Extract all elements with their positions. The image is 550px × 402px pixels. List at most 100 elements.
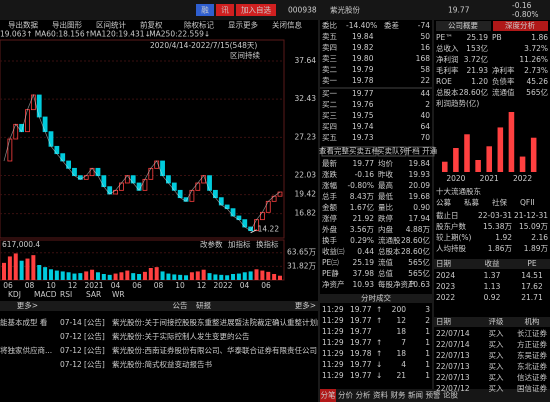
volume-bar bbox=[60, 271, 65, 280]
toolbar-item: 显示更多 bbox=[228, 20, 258, 30]
bottom-tab: 新闻 bbox=[408, 390, 423, 400]
trade-price: 19.77 bbox=[350, 371, 372, 380]
news-title: 紫光股份:关于间接控股股东重整进展暨法院裁定确认重整计划的公告 bbox=[112, 317, 340, 327]
stat-label: 金额 bbox=[322, 202, 337, 212]
more-link: 更多> bbox=[17, 300, 38, 310]
stat-value: 37.98 bbox=[353, 269, 375, 278]
book-price: 19.82 bbox=[352, 43, 374, 52]
y-tick-label: 19.42 bbox=[295, 190, 317, 199]
stat-label: 均价 bbox=[378, 158, 393, 168]
news-type: [公告] bbox=[84, 317, 105, 327]
book-button: 买卖队列 bbox=[377, 146, 407, 156]
trade-dir: ↑ bbox=[376, 316, 382, 325]
holder-value: 2.16 bbox=[531, 233, 548, 242]
profit-bar bbox=[530, 137, 537, 172]
profit-year: 2020 bbox=[446, 174, 465, 183]
table-cell: 买入 bbox=[489, 340, 504, 349]
summary-value: 25.19 bbox=[467, 33, 489, 42]
table-cell: 22/07/14 bbox=[436, 329, 470, 338]
candle bbox=[230, 208, 236, 217]
y-tick-label: 32.43 bbox=[295, 94, 317, 103]
x-tick-label: 12 bbox=[68, 281, 78, 290]
stat-label: 内盘 bbox=[378, 224, 393, 234]
volume-bar bbox=[66, 272, 71, 280]
low-marker bbox=[250, 229, 257, 234]
candle bbox=[166, 175, 171, 184]
volume-bar bbox=[107, 274, 112, 280]
bottom-tab: 分笔 bbox=[321, 390, 336, 400]
x-tick-label: 10 bbox=[46, 281, 56, 290]
trade-dir: ↑ bbox=[376, 305, 382, 314]
stat-value: 21.92 bbox=[353, 214, 375, 223]
bottom-tab: 分价 bbox=[338, 391, 353, 400]
volume-bar bbox=[184, 275, 189, 280]
range-button: 区间持续 bbox=[230, 50, 260, 60]
tab-bg[interactable] bbox=[493, 21, 548, 31]
profit-title: 利润趋势(亿) bbox=[436, 98, 479, 108]
volume-bar bbox=[54, 270, 59, 280]
stat-label: 净资产 bbox=[322, 279, 345, 289]
book-price: 19.76 bbox=[352, 100, 374, 109]
book-price: 19.79 bbox=[352, 65, 374, 74]
book-volume: 16 bbox=[420, 43, 430, 52]
ma-value: 19.063↑ bbox=[0, 30, 33, 39]
ma-value: MA120:19.431↓ bbox=[90, 30, 151, 39]
x-tick-label: 08 bbox=[154, 281, 164, 290]
book-level: 买三 bbox=[322, 111, 337, 120]
book-price: 19.78 bbox=[352, 76, 374, 85]
button-bg[interactable] bbox=[321, 146, 377, 157]
button-bg[interactable] bbox=[407, 146, 435, 157]
toolbar-item: 除权标记 bbox=[184, 20, 214, 30]
book-price: 19.75 bbox=[352, 111, 374, 120]
stat-value: 10.63 bbox=[409, 280, 431, 289]
trade-price: 19.77 bbox=[350, 327, 372, 336]
volume-bar bbox=[213, 274, 218, 280]
table-cell: 国信证券 bbox=[517, 383, 547, 393]
news-left: 能基本成型 看 bbox=[0, 317, 48, 327]
profit-year: 2021 bbox=[480, 174, 499, 183]
volume-bar bbox=[19, 260, 24, 280]
table-cell: 2022 bbox=[436, 293, 455, 302]
volume-bar bbox=[148, 268, 153, 280]
book-level: 卖四 bbox=[322, 43, 337, 52]
summary-label: 总股本 bbox=[436, 87, 459, 97]
table-header: 收益 bbox=[485, 258, 500, 268]
stat-value: 0.29% bbox=[350, 236, 374, 245]
volume-bar bbox=[278, 275, 282, 280]
stat-label: 外盘 bbox=[322, 224, 337, 234]
date-range: 2020/4/14-2022/7/15(548天) bbox=[150, 41, 257, 50]
candle bbox=[124, 175, 130, 184]
toolbar-item: 导出图形 bbox=[52, 20, 82, 30]
holder-value: 1.92 bbox=[495, 233, 512, 242]
stat-value: 19.84 bbox=[409, 159, 431, 168]
summary-value: 3.72亿 bbox=[464, 54, 489, 64]
summary-label: 毛利率 bbox=[436, 65, 459, 75]
volume-bar bbox=[7, 256, 12, 280]
book-price: 19.73 bbox=[352, 133, 374, 142]
volume-bar bbox=[142, 271, 147, 280]
button-bg bbox=[216, 4, 234, 16]
stat-label: 涨幅 bbox=[322, 180, 337, 190]
book-level: 卖五 bbox=[322, 32, 337, 41]
stat-value: 565亿 bbox=[408, 268, 430, 278]
candle bbox=[101, 175, 107, 188]
button-bg[interactable] bbox=[377, 146, 407, 157]
trade-volume: 200 bbox=[392, 305, 407, 314]
table-header bbox=[434, 259, 550, 269]
summary-change: 11.26% bbox=[519, 55, 548, 64]
x-tick-label: 06 bbox=[261, 281, 271, 290]
volume-bar bbox=[248, 271, 253, 280]
tab-bg[interactable] bbox=[436, 21, 491, 31]
stat-label: 昨收 bbox=[378, 169, 393, 179]
summary-value: 45.26 bbox=[527, 77, 549, 86]
trade-time: 11:29 bbox=[322, 349, 344, 358]
volume-button: 改参数 bbox=[200, 239, 223, 249]
stat-label: PE㈢ bbox=[322, 257, 339, 267]
book-volume: 64 bbox=[420, 122, 430, 131]
volume-bar bbox=[231, 274, 236, 280]
trade-dir: ↑ bbox=[376, 349, 382, 358]
table-cell: 长江证券 bbox=[517, 328, 547, 338]
table-cell: 22/07/13 bbox=[436, 351, 470, 360]
x-tick-label: 2021 bbox=[84, 281, 103, 290]
